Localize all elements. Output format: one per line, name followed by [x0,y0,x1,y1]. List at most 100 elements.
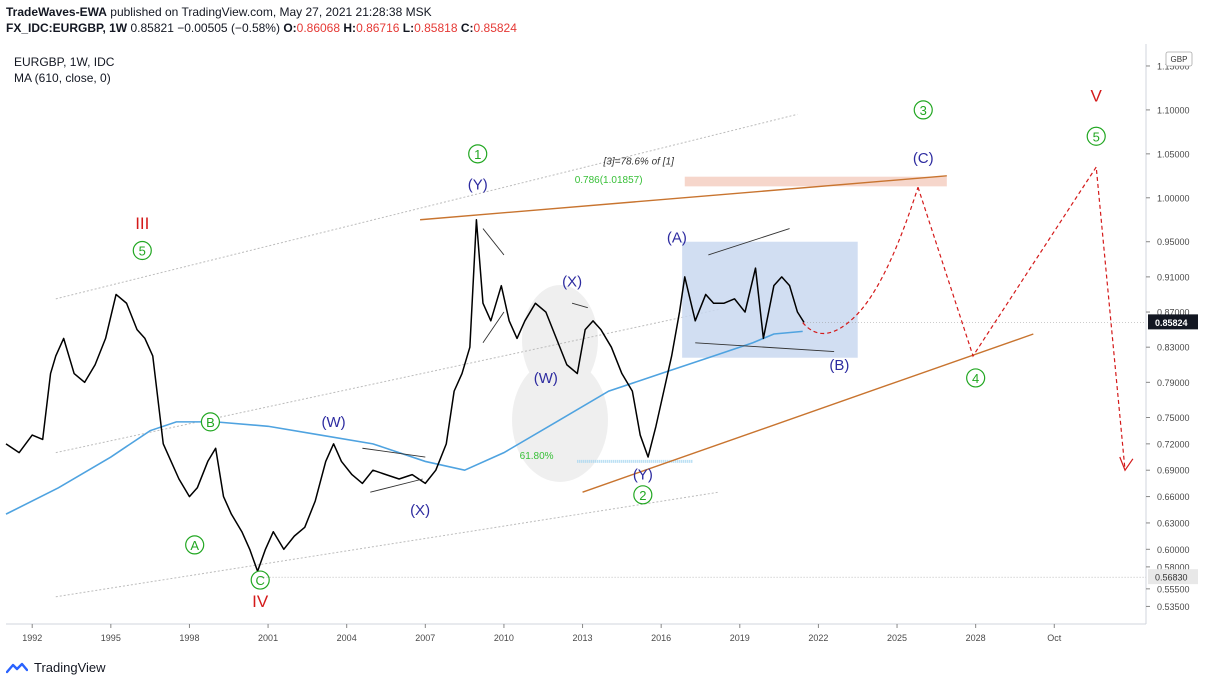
projection-c-leg [802,187,919,335]
ma-610-line [5,330,803,515]
chart-header: TradeWaves-EWA published on TradingView.… [6,4,1146,36]
pattern-line [695,342,835,353]
wave-circle-icon [200,412,221,432]
wave-label-blue: (C) [913,150,934,167]
x-tick-label: Oct [1047,633,1062,643]
wave-label-red: IV [252,592,269,611]
low-marker-tag [1148,569,1198,585]
wave-circle-icon [132,240,152,261]
wave-label-green: C [256,573,265,588]
symbol-label: FX_IDC:EURGBP, 1W [6,21,128,35]
y-tick-label: 0.55500 [1157,584,1190,594]
tradingview-logo-icon[interactable] [6,661,28,675]
wave-label-red: III [135,214,149,233]
wave-label-blue: (W) [534,370,558,387]
brand-name[interactable]: TradingView [34,660,106,675]
wave-label-blue: (Y) [633,467,653,484]
wave-label-blue: (Y) [468,177,488,194]
fib-786-band [684,176,947,187]
wave-circle-icon [1086,126,1106,146]
pattern-line [708,228,790,256]
series-name[interactable]: EURGBP, 1W, IDC [14,55,115,69]
fib-618-label: 61.80% [520,451,554,462]
x-tick-label: 1998 [179,633,199,643]
wave-label-green: B [206,415,215,430]
x-tick-label: 1995 [101,633,121,643]
y-tick-label: 0.69000 [1157,466,1190,476]
currency-badge [1165,51,1193,67]
open-value: 0.86068 [296,21,341,35]
channel-line [55,491,719,598]
y-tick-label: 0.66000 [1157,492,1190,502]
wave-label-green: 2 [639,488,646,503]
wave-label-green: 3 [920,103,927,118]
channel-line [55,113,798,300]
x-tick-label: 2001 [258,633,278,643]
wave-circle-icon [468,144,488,164]
y-tick-label: 0.87000 [1157,308,1190,318]
high-label: H: [343,21,357,35]
wave-circle-icon [185,535,205,555]
wave-label-green: 4 [972,371,979,386]
x-tick-label: 2028 [966,633,986,643]
x-tick-label: 2016 [651,633,671,643]
wave-circle-icon [913,100,933,120]
wave-label-red: V [1091,87,1103,106]
y-tick-label: 0.83000 [1157,343,1190,353]
wave-label-blue: (X) [562,273,582,290]
upper-trendline [420,175,947,221]
lower-trendline [582,333,1034,493]
high-value: 0.86716 [356,21,400,35]
chart-legend: EURGBP, 1W, IDC MA (610, close, 0) [14,54,114,86]
close-label: C: [460,21,474,35]
y-tick-label: 0.79000 [1157,378,1190,388]
y-tick-label: 0.60000 [1157,545,1190,555]
wave-label-blue: (B) [829,357,849,374]
wave-circle-icon [966,368,986,388]
current-price-tag [1148,314,1198,330]
wave-label-green: 5 [1093,129,1100,144]
current-price-label: 0.85824 [1155,318,1188,328]
x-tick-label: 2010 [494,633,514,643]
low-marker-label: 0.56830 [1155,573,1188,583]
pattern-line [571,302,588,309]
x-tick-label: 2004 [337,633,357,643]
fib-note-label: [3]=78.6% of [1] [603,156,675,167]
y-tick-label: 0.75000 [1157,413,1190,423]
y-tick-label: 0.58000 [1157,562,1190,572]
x-tick-label: 2025 [887,633,907,643]
range-box [682,241,858,358]
publish-info: TradeWaves-EWA published on TradingView.… [6,4,1146,20]
pattern-line [482,228,505,256]
wave-circle-icon [250,570,270,590]
published-text: published on TradingView.com, May 27, 20… [110,5,432,19]
y-tick-label: 0.95000 [1157,237,1190,247]
y-tick-label: 1.00000 [1157,193,1190,203]
pattern-line [482,311,505,344]
price-change: −0.00505 (−0.58%) [177,21,280,35]
pattern-line [362,447,426,458]
projection-arrow-icon [1119,456,1134,472]
author-name[interactable]: TradeWaves-EWA [6,5,107,19]
wave-label-green: 5 [139,244,146,259]
channel-line [55,308,719,454]
pattern-line [370,478,423,493]
wave-circle-icon [633,485,653,505]
x-tick-label: 1992 [22,633,42,643]
footer: TradingView [6,660,106,675]
wave-label-green: 1 [474,147,481,162]
y-tick-label: 0.53500 [1157,602,1190,612]
indicator-name[interactable]: MA (610, close, 0) [14,71,111,85]
low-value: 0.85818 [414,21,458,35]
y-tick-label: 1.15000 [1157,61,1190,71]
wave-label-blue: (W) [322,414,346,431]
x-tick-label: 2007 [415,633,435,643]
x-tick-label: 2013 [573,633,593,643]
y-tick-label: 1.05000 [1157,149,1190,159]
close-value: 0.85824 [473,21,517,35]
price-line [5,219,805,573]
low-label: L: [402,21,415,35]
currency-label: GBP [1171,55,1188,64]
